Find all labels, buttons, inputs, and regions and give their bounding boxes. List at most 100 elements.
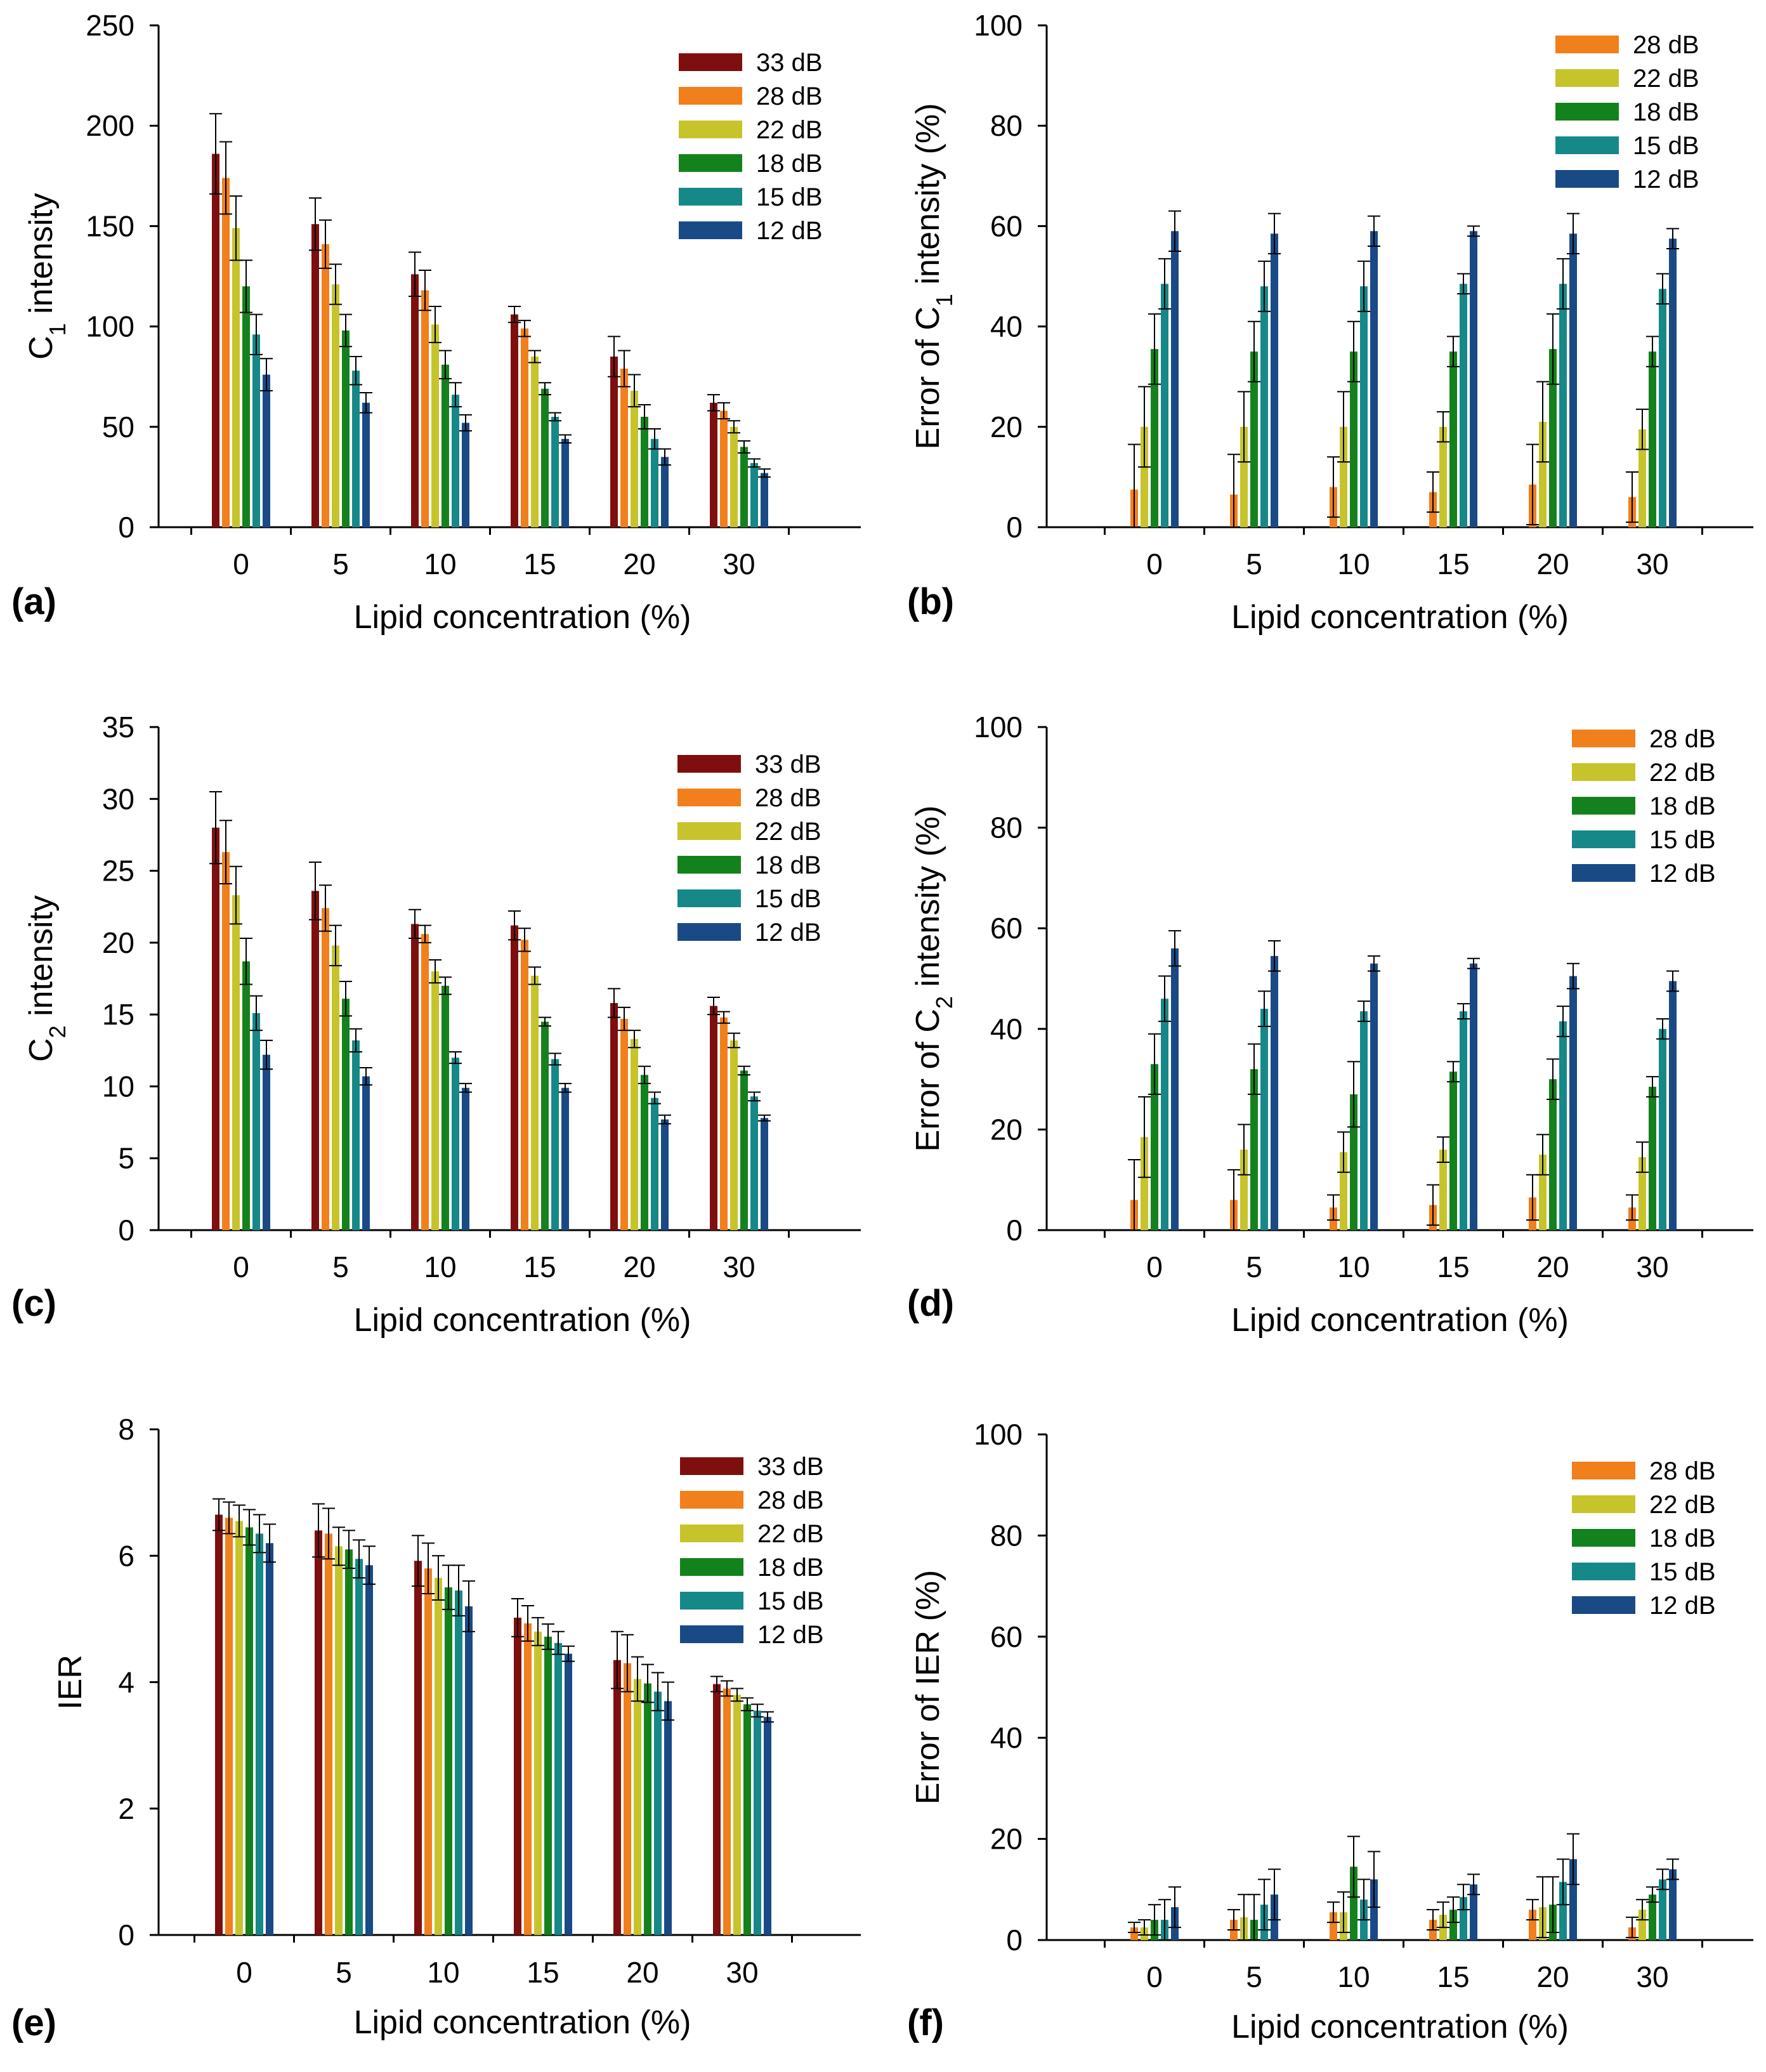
bar: [1449, 1072, 1457, 1230]
bar: [322, 908, 329, 1230]
legend-swatch: [677, 889, 741, 907]
bar: [1569, 233, 1577, 527]
x-tick-label: 0: [1146, 1960, 1163, 1993]
chart-panel-d: 0 20 40 60 80 100 0 5 10 15 20 30 28 dB 22 dB 18 dB 15 …: [907, 711, 1753, 1339]
bar: [750, 1096, 758, 1230]
bar: [462, 423, 469, 527]
legend: 28 dB 22 dB 18 dB 15 dB 12 dB: [1572, 1457, 1716, 1620]
bar: [1559, 1882, 1567, 1940]
bar: [352, 1040, 360, 1230]
bar: [452, 395, 459, 527]
x-tick-label: 15: [527, 1956, 559, 1989]
legend-swatch: [1555, 136, 1619, 154]
y-axis-title-text: intensity: [23, 193, 60, 323]
bar: [1350, 351, 1357, 527]
bar: [1240, 426, 1248, 527]
bar: [1460, 1011, 1467, 1230]
legend-label: 15 dB: [1649, 826, 1716, 854]
bar: [332, 284, 339, 527]
x-tick-label: 5: [336, 1956, 352, 1989]
legend-label: 22 dB: [1633, 65, 1699, 93]
bar: [311, 224, 319, 527]
chart-panel-a: 0 50 100 150 200 250 0 5 10 15 20 30 33 dB 28 dB 22 dB…: [11, 9, 861, 636]
legend: 33 dB 28 dB 22 dB 18 dB 15 dB 12 dB: [679, 49, 823, 245]
y-tick-label: 150: [86, 209, 134, 242]
legend-label: 12 dB: [757, 1621, 824, 1649]
bar: [215, 1514, 223, 1935]
bar: [1659, 1028, 1666, 1230]
panel-label: (d): [907, 1283, 954, 1324]
bar: [1529, 1910, 1536, 1940]
legend-label: 28 dB: [755, 784, 821, 812]
y-tick-label: 30: [102, 782, 134, 815]
legend-label: 12 dB: [1633, 166, 1699, 193]
bar: [1370, 963, 1378, 1230]
bar: [442, 985, 449, 1230]
y-tick-label: 0: [1006, 511, 1023, 544]
legend-swatch: [679, 53, 742, 71]
bar: [442, 364, 449, 527]
bar: [561, 1087, 569, 1230]
bar: [1559, 284, 1567, 527]
legend-swatch: [1555, 69, 1619, 87]
y-axis-title: C1 intensity: [23, 193, 70, 360]
bar: [462, 1087, 469, 1230]
bar: [465, 1606, 473, 1935]
bar: [222, 852, 230, 1230]
y-tick-label: 40: [990, 1721, 1023, 1754]
bar: [761, 1118, 768, 1230]
x-tick-label: 5: [1246, 1250, 1262, 1283]
bar: [641, 416, 648, 527]
y-tick-label: 250: [86, 9, 134, 42]
bar: [1250, 1069, 1258, 1230]
x-tick-label: 20: [623, 1250, 655, 1283]
bar: [1470, 963, 1477, 1230]
y-tick-label: 60: [990, 209, 1023, 242]
bar: [235, 1521, 243, 1935]
bar: [1659, 1879, 1666, 1940]
bar: [411, 924, 419, 1230]
y-tick-label: 80: [990, 1519, 1023, 1552]
bar: [1330, 1912, 1337, 1940]
y-axis-title-subscript: 2: [931, 996, 957, 1009]
bar: [1638, 1157, 1646, 1230]
bar: [1559, 1021, 1567, 1230]
legend-swatch: [1572, 1529, 1635, 1547]
y-tick-label: 20: [102, 926, 134, 959]
y-tick-label: 0: [118, 511, 134, 544]
bar: [1340, 426, 1347, 527]
y-axis-title-text: intensity (%): [910, 806, 946, 997]
bar: [610, 1003, 618, 1230]
bar: [421, 934, 429, 1230]
x-tick-label: 15: [1437, 548, 1469, 580]
bar: [332, 945, 339, 1230]
bar: [1569, 1859, 1577, 1940]
y-axis-title-text: IER: [52, 1655, 89, 1710]
x-tick-label: 5: [332, 1250, 349, 1283]
legend-swatch: [679, 221, 742, 239]
bar: [740, 447, 748, 527]
y-tick-label: 100: [974, 1418, 1023, 1451]
x-tick-label: 30: [726, 1956, 758, 1989]
bar: [720, 410, 728, 527]
bar: [414, 1561, 422, 1935]
bar: [713, 1684, 721, 1935]
x-axis-title: Lipid concentration (%): [354, 599, 691, 636]
bar: [723, 1688, 731, 1935]
bar: [352, 370, 360, 527]
legend-swatch: [680, 1491, 743, 1509]
legend-swatch: [679, 154, 742, 172]
bar: [1649, 351, 1656, 527]
x-tick-label: 10: [1337, 1250, 1370, 1283]
y-tick-label: 100: [974, 711, 1023, 744]
bar: [740, 1070, 748, 1230]
bar: [1151, 349, 1158, 527]
legend-label: 12 dB: [1649, 860, 1716, 888]
y-axis-title: C2 intensity: [23, 895, 70, 1062]
legend-swatch: [1555, 170, 1619, 188]
panel-label: (e): [11, 2002, 56, 2043]
bar: [521, 328, 528, 527]
legend: 33 dB 28 dB 22 dB 18 dB 15 dB 12 dB: [680, 1453, 824, 1649]
legend-swatch: [1572, 797, 1635, 815]
